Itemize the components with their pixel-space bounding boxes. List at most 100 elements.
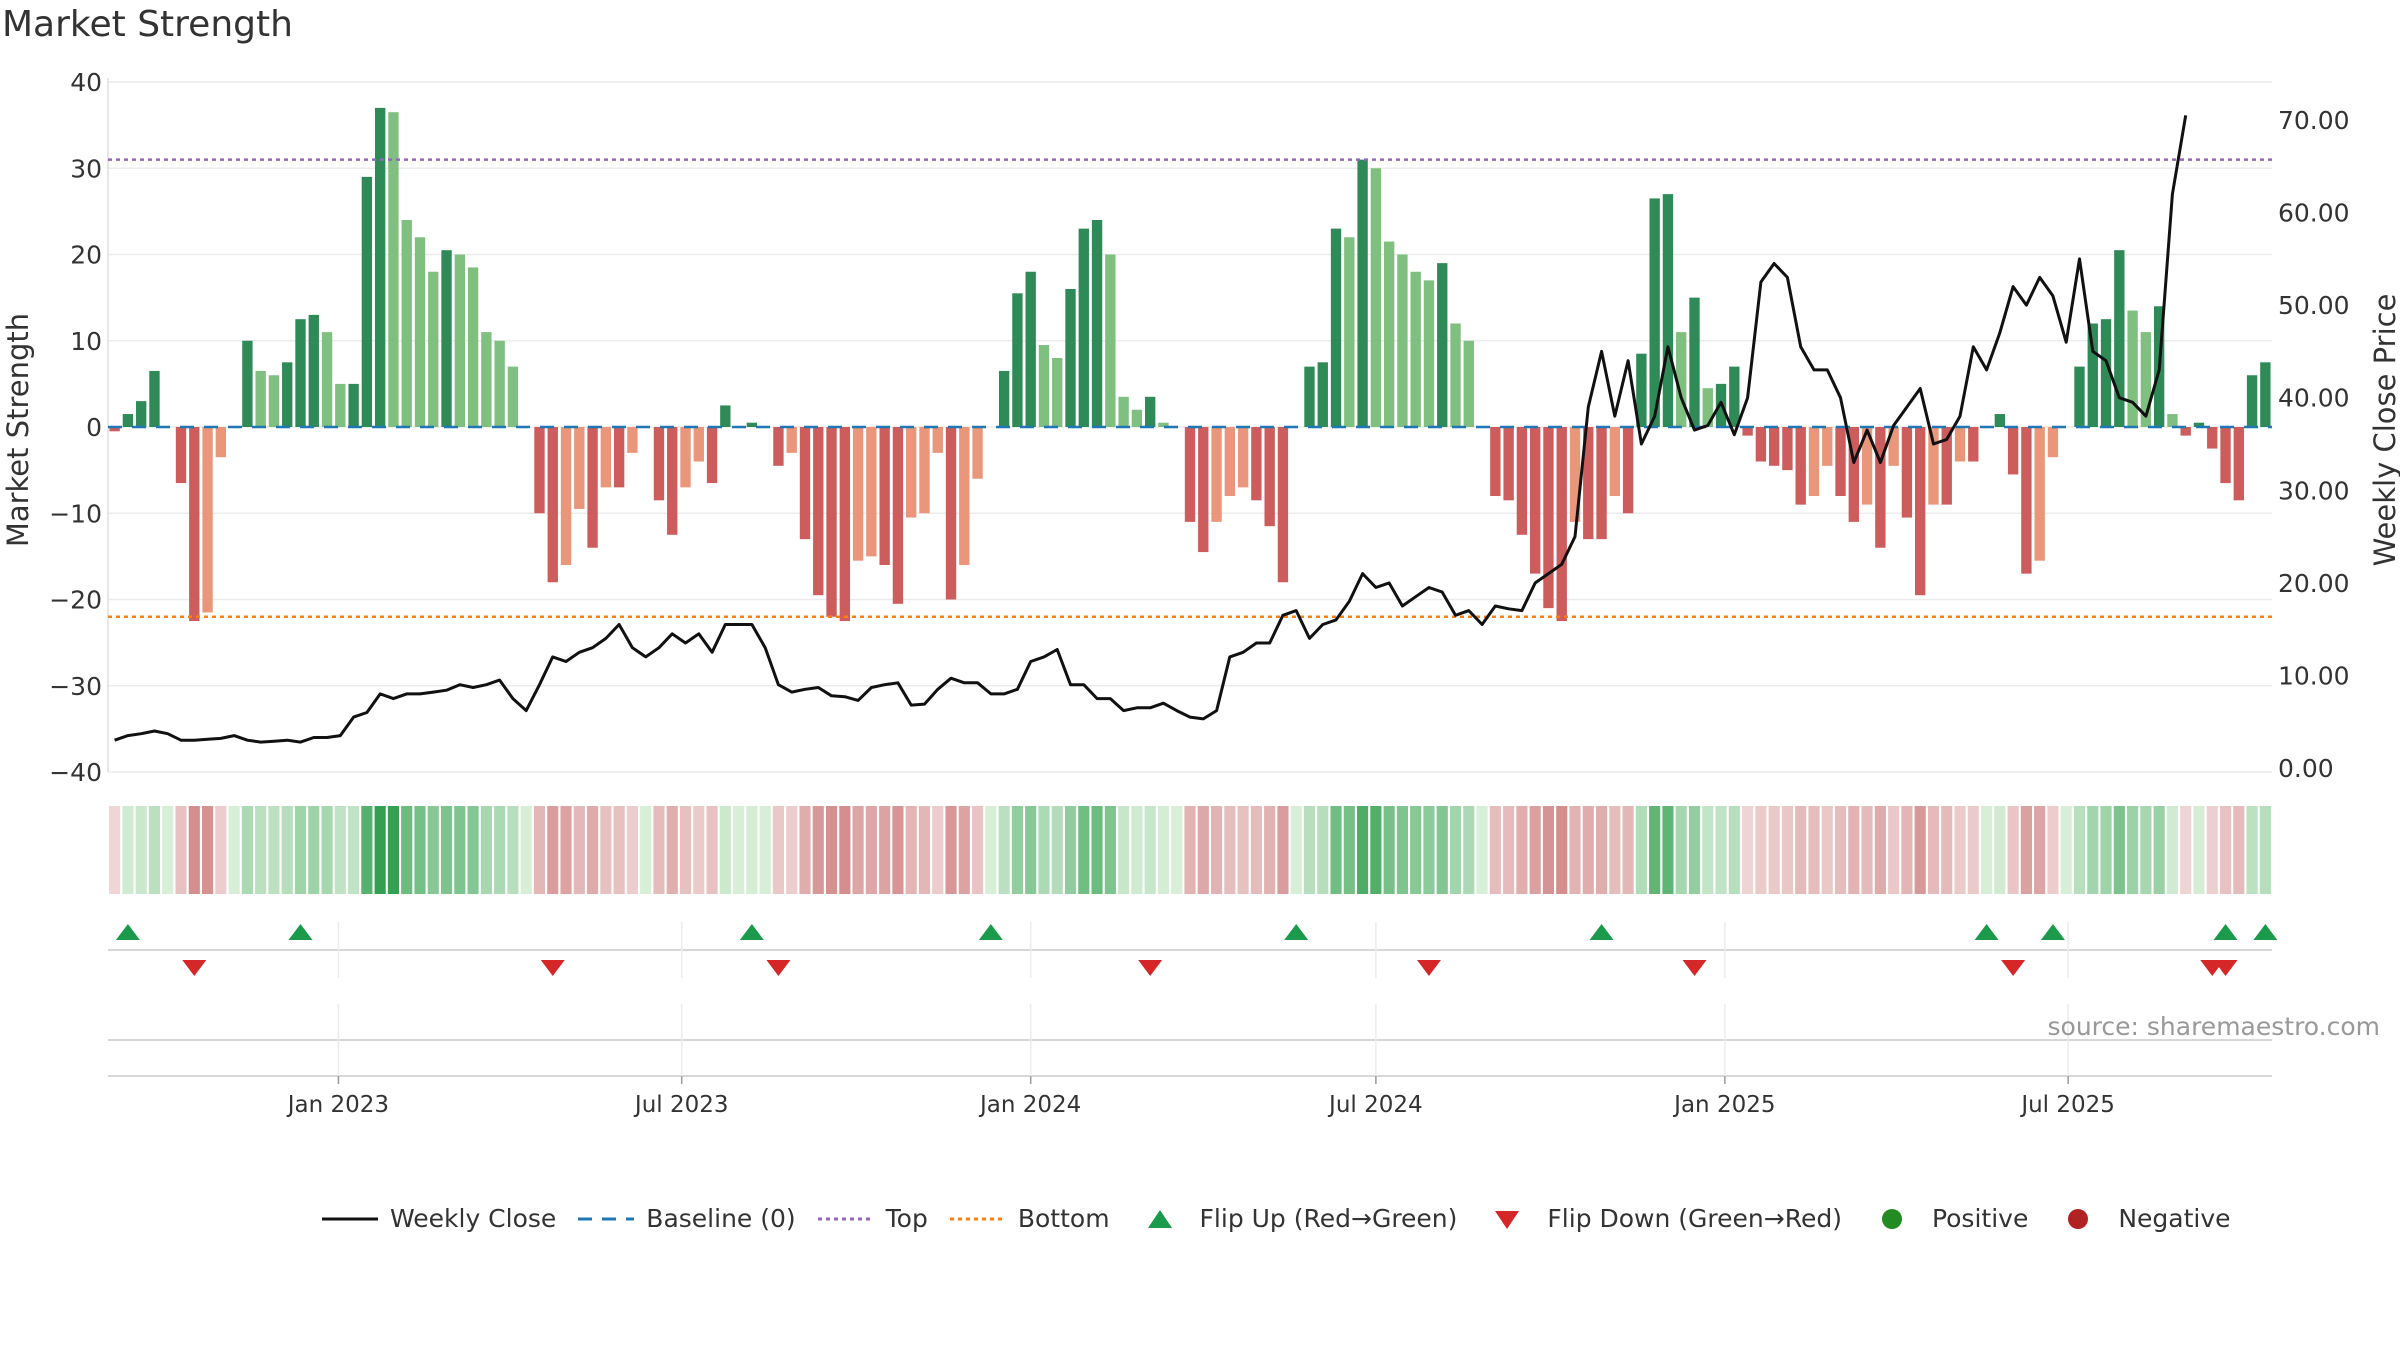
heat-cell: [148, 806, 161, 894]
y2-tick-label: 20.00: [2278, 569, 2350, 598]
heat-cell: [2100, 806, 2112, 894]
heat-cell: [507, 806, 519, 894]
heat-cell: [1330, 806, 1342, 894]
heat-cell: [600, 806, 612, 894]
strength-bar: [109, 427, 120, 432]
heat-cell: [281, 806, 293, 894]
strength-bar: [175, 427, 187, 484]
flip-down-marker: [2001, 960, 2026, 976]
heat-cell: [175, 806, 187, 894]
legend-label: Flip Down (Green→Red): [1547, 1204, 1842, 1233]
strength-bar: [972, 427, 983, 479]
heat-cell: [1463, 806, 1475, 894]
heat-cell: [1582, 806, 1594, 894]
heat-cell: [1078, 806, 1090, 894]
strength-bar: [1012, 293, 1023, 427]
heat-cell: [1821, 806, 1833, 894]
heat-cell: [932, 806, 944, 894]
strength-bar: [1968, 427, 1979, 462]
heat-cell: [1688, 806, 1701, 894]
heat-cell: [1157, 806, 1170, 894]
heat-cell: [361, 806, 373, 894]
strength-bar: [1596, 427, 1607, 540]
heat-cell: [1742, 806, 1754, 894]
legend-label: Bottom: [1017, 1204, 1110, 1233]
heat-cell: [1914, 806, 1926, 894]
strength-bar: [2021, 427, 2032, 574]
strength-bar: [919, 427, 930, 514]
y-tick-label: 40: [70, 68, 102, 97]
strength-bar: [1516, 427, 1528, 535]
strength-bar: [1184, 427, 1196, 522]
heat-cell: [1064, 806, 1077, 894]
strength-bar: [2167, 414, 2178, 427]
strength-bar: [879, 427, 890, 565]
heat-cell: [613, 806, 625, 894]
heat-cell: [494, 806, 506, 894]
strength-bar: [826, 427, 837, 617]
strength-bar: [122, 414, 134, 427]
heat-cell: [135, 806, 147, 894]
heat-cell: [374, 806, 386, 894]
strength-bar: [1198, 427, 1209, 553]
strength-bar: [839, 427, 850, 622]
heat-cell: [1861, 806, 1873, 894]
strength-bar: [1503, 427, 1514, 501]
heat-cell: [387, 806, 400, 894]
heat-cell: [2113, 806, 2125, 894]
y-tick-label: −30: [49, 672, 102, 701]
strength-bar: [1277, 427, 1289, 583]
weekly-close-polyline: [114, 115, 2188, 744]
heat-cell: [1091, 806, 1103, 894]
strength-bar: [1370, 168, 1382, 427]
strength-bar: [1410, 271, 1421, 427]
heat-cell: [786, 806, 798, 894]
strength-bar: [1954, 427, 1966, 462]
heat-cell: [560, 806, 572, 894]
strength-bar: [1530, 427, 1541, 574]
heat-cell: [1210, 806, 1223, 894]
heat-cell: [1728, 806, 1740, 894]
heat-cell: [2127, 806, 2139, 894]
strength-bar: [189, 427, 200, 622]
heat-cell: [1038, 806, 1050, 894]
heat-cell: [1144, 806, 1156, 894]
strength-bar: [1264, 427, 1275, 527]
strength-bar: [1941, 427, 1952, 505]
flip-down-marker: [540, 960, 565, 976]
x-tick-label: Jul 2024: [1327, 1092, 1423, 1118]
heat-cell: [825, 806, 838, 894]
heat-cell: [2259, 806, 2271, 894]
strength-bar: [507, 366, 519, 427]
heat-cell: [1290, 806, 1302, 894]
flip-down-marker: [1138, 960, 1163, 976]
heat-cell: [241, 806, 253, 894]
strength-bar: [401, 220, 412, 427]
y2-tick-label: 10.00: [2278, 661, 2350, 690]
heat-cell: [2166, 806, 2179, 894]
triangle-down-icon: [1495, 1210, 1520, 1229]
heat-cell: [109, 806, 121, 894]
heat-cell: [2007, 806, 2019, 894]
heat-cell: [1702, 806, 1714, 894]
strength-bar: [1782, 427, 1793, 471]
strength-bar: [720, 405, 731, 427]
flip-up-marker: [1589, 924, 1614, 940]
strength-bar: [906, 427, 917, 518]
heat-cell: [1901, 806, 1913, 894]
heat-cell: [188, 806, 200, 894]
strength-bar: [361, 176, 373, 427]
strength-bar: [2127, 310, 2138, 427]
legend-label: Weekly Close: [390, 1204, 557, 1233]
y-axis-ticks: 40 30 20 10 0 −10 −20 −30 −40: [49, 68, 102, 787]
heat-cell: [2073, 806, 2086, 894]
strength-bar: [799, 427, 811, 540]
strength-bar: [282, 362, 293, 427]
strength-bar: [1888, 427, 1899, 466]
heat-cell: [719, 806, 731, 894]
x-tick-label: Jan 2024: [978, 1092, 1081, 1118]
strength-bar: [746, 422, 758, 427]
heat-cell: [1423, 806, 1435, 894]
heat-cell: [945, 806, 957, 894]
